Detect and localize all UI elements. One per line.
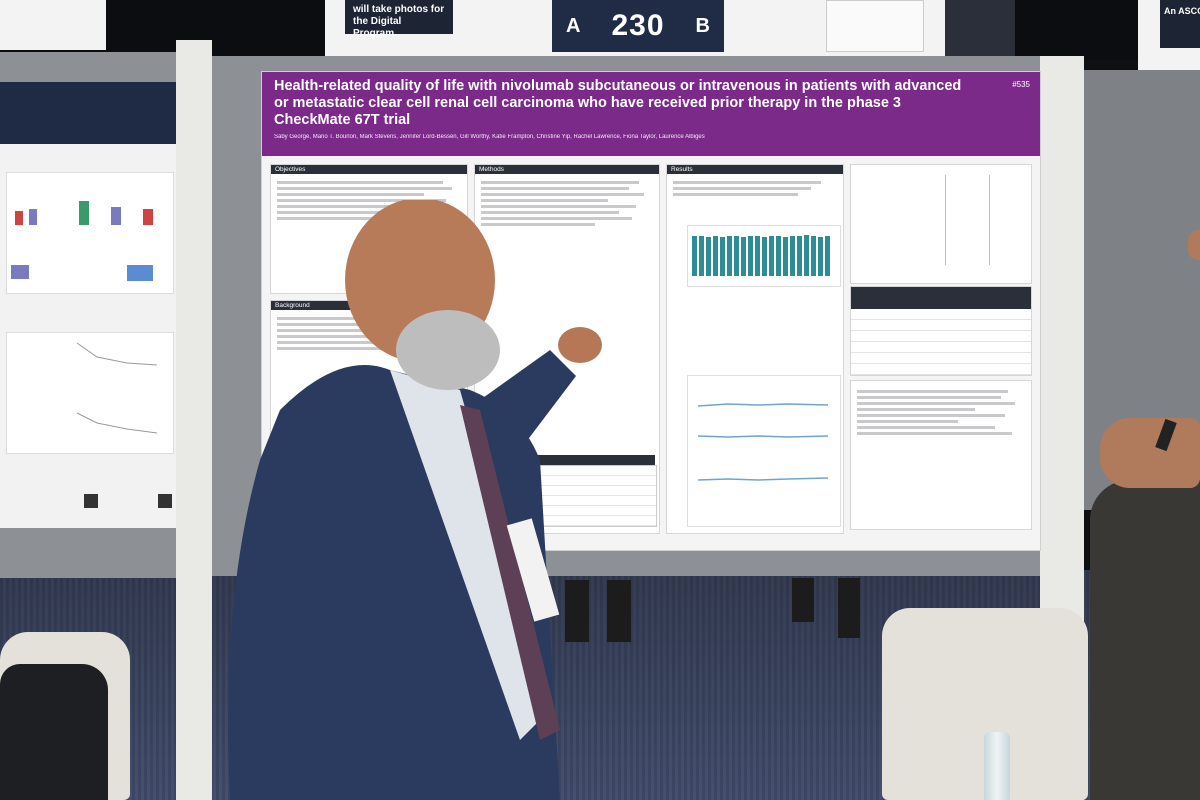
result-bar [713,236,718,276]
objectives-heading: Objectives [271,165,467,174]
water-bottle [984,732,1010,800]
result-bar [769,236,774,276]
presenter-shirt [390,370,550,740]
presenter [228,200,602,800]
top-right-sign-label: An ASCO [1160,0,1200,48]
presenter-beard [396,310,500,390]
listener-face [1188,230,1200,260]
left-poster-bar-panel [6,172,174,294]
poster-id: #535 [1012,80,1030,89]
result-bar [741,237,746,276]
results-bar-chart [687,225,841,287]
conclusions-text [851,381,1031,444]
photo-notice-sign: will take photos for the Digital Program… [345,0,453,39]
results-text [667,174,843,203]
results-line-chart-svg [697,403,829,481]
background-person-leg [838,578,860,638]
presenter-arm [480,350,576,450]
poster-title: Health-related quality of life with nivo… [274,78,962,128]
top-left-sign [0,0,106,50]
result-bar [762,237,767,276]
result-bar [734,236,739,276]
result-bar [755,236,760,276]
left-qr-code [84,494,98,508]
results-bar-chart-svg [692,235,830,276]
poster-header: Health-related quality of life with nivo… [262,72,1040,156]
small-chart-sign [826,0,924,52]
board-side-b: B [695,14,710,37]
listener-hand [1100,418,1200,488]
result-bar [783,237,788,276]
left-poster-line-chart [76,342,158,434]
presenter-badge [506,518,560,622]
background-person-leg [565,580,589,642]
backpack [0,664,108,800]
listener-jacket [1090,480,1200,800]
results-line-chart [687,375,841,527]
result-bar [825,236,830,276]
left-poster [0,82,178,528]
board-number-sign: A 230 B [552,0,724,52]
result-bar [727,236,732,276]
result-bar [692,236,697,276]
results-panel: Results [666,164,844,534]
methods-text [475,174,659,233]
result-bar [818,237,823,276]
forest-plot-panel [850,164,1032,284]
left-bar-3 [79,201,89,225]
left-bar-7 [127,265,153,281]
poster-authors: Saby George, Mario T. Bourlon, Mark Stev… [274,134,705,140]
board-number: 230 [611,9,665,42]
results-table-header [851,287,1031,309]
objectives-text [271,174,467,227]
left-qr-code-2 [158,494,172,508]
result-bar [699,236,704,276]
result-bar [720,237,725,276]
results-table-body [851,309,1031,375]
left-bar-4 [111,207,121,225]
result-bar [811,236,816,276]
methods-table-header [505,455,655,465]
left-bar-1 [15,211,23,225]
left-bar-6 [11,265,29,279]
result-bar [748,236,753,276]
ceiling-truss [945,0,1015,56]
board-divider-post [176,40,212,800]
result-bar [804,235,809,276]
background-person-leg [607,580,631,642]
presenter-tie [460,405,560,740]
left-bar-5 [143,209,153,225]
result-bar [797,236,802,276]
presenter-hand [558,327,602,363]
left-bar-2 [29,209,37,225]
result-bar [790,236,795,276]
result-bar [776,236,781,276]
methods-heading: Methods [475,165,659,174]
background-person-leg [792,578,814,622]
conclusions-panel [850,380,1032,530]
results-table [850,286,1032,376]
left-poster-line-panel [6,332,174,454]
result-bar [706,237,711,276]
results-heading: Results [667,165,843,174]
board-side-a: A [566,14,581,37]
left-poster-header [0,82,178,144]
